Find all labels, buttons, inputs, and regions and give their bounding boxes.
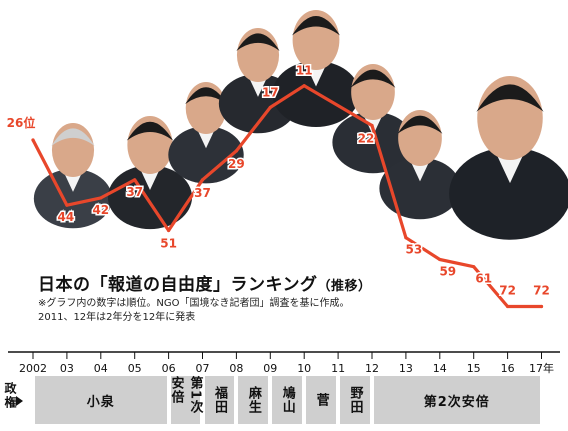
data-label: 29 — [228, 157, 245, 171]
data-label: 42 — [92, 203, 109, 217]
ranking-point — [506, 304, 510, 309]
portrait-fukuda-icon — [168, 82, 244, 184]
x-tick-label: 2002 — [19, 362, 47, 375]
cabinet-cell: 第2次安倍 — [374, 376, 540, 424]
data-label: 53 — [406, 243, 423, 257]
x-tick-label: 11 — [331, 362, 345, 375]
data-label: 11 — [296, 64, 313, 78]
x-tick-label: 12 — [365, 362, 379, 375]
x-axis: 2002 03 04 05 06 07 08 09 10 11 12 13 14 15 16 17年 — [8, 351, 560, 375]
x-tick-label: 10 — [297, 362, 311, 375]
ranking-point — [472, 265, 476, 269]
ranking-point — [99, 196, 103, 200]
cabinet-cell: 小泉 — [35, 376, 167, 424]
portrait-koizumi-icon — [33, 123, 113, 229]
ranking-point — [167, 228, 171, 233]
x-tick-label: 13 — [399, 362, 413, 375]
data-label: 17 — [262, 85, 279, 99]
ranking-point — [370, 123, 374, 128]
ranking-point — [539, 304, 544, 309]
x-tick-label: 17年 — [529, 361, 554, 375]
chart-title-text: 日本の「報道の自由度」ランキング — [38, 275, 318, 295]
ranking-point — [133, 178, 137, 182]
x-tick-label: 08 — [229, 362, 243, 375]
ranking-line-layer — [31, 84, 544, 309]
data-label: 72 — [533, 284, 550, 298]
cabinet-cell: 鳩山 — [272, 376, 303, 424]
cabinet-cell: 野田 — [340, 376, 370, 424]
cabinet-cell: 第1次安倍 — [169, 376, 203, 424]
ranking-point — [200, 178, 205, 182]
data-label: 37 — [194, 186, 211, 200]
portrait-kan-icon — [332, 64, 414, 174]
x-tick-label: 06 — [162, 362, 176, 375]
chart-title: 日本の「報道の自由度」ランキング（推移） — [38, 270, 372, 295]
chart-note-2: 2011、12年は2年分を12年に発表 — [38, 312, 196, 323]
cabinet-cell: 菅 — [306, 376, 337, 424]
chart-note-1: ※グラフ内の数字は順位。NGO「国境なき記者団」調査を基に作成。 — [38, 298, 350, 309]
ranking-point — [268, 105, 272, 110]
ranking-point — [234, 149, 238, 153]
x-tick-label: 16 — [501, 362, 515, 375]
portraits-layer — [33, 10, 568, 240]
ranking-point — [65, 203, 69, 207]
chart-subtitle: （推移） — [317, 279, 372, 294]
ranking-point — [302, 84, 306, 88]
x-tick-label: 09 — [263, 362, 277, 375]
data-label: 59 — [439, 264, 456, 278]
data-labels-layer: 26位 44 42 37 51 37 29 17 11 22 53 59 61 72 72 — [5, 62, 551, 299]
data-label: 72 — [499, 284, 516, 298]
x-tick-label: 07 — [196, 362, 210, 375]
data-label: 22 — [358, 132, 375, 146]
cabinet-cell: 麻生 — [238, 376, 269, 424]
data-label: 37 — [126, 185, 143, 199]
ranking-point — [31, 138, 35, 142]
x-tick-label: 14 — [433, 362, 447, 375]
data-label: 44 — [58, 210, 75, 224]
ranking-point — [438, 257, 442, 262]
portrait-noda-icon — [379, 110, 461, 220]
x-tick-label: 15 — [467, 362, 481, 375]
x-tick-label: 05 — [128, 362, 142, 375]
x-tick-label: 03 — [60, 362, 74, 375]
x-tick-label: 04 — [94, 362, 108, 375]
data-label: 61 — [475, 272, 492, 286]
data-label: 26位 — [7, 115, 36, 130]
data-label: 51 — [160, 237, 177, 251]
cabinet-cell: 福田 — [204, 376, 235, 424]
triangle-right-icon — [16, 396, 23, 406]
ranking-point — [404, 236, 408, 240]
portrait-abe-2-icon — [449, 76, 568, 240]
government-row-label: 政権 — [3, 382, 17, 410]
